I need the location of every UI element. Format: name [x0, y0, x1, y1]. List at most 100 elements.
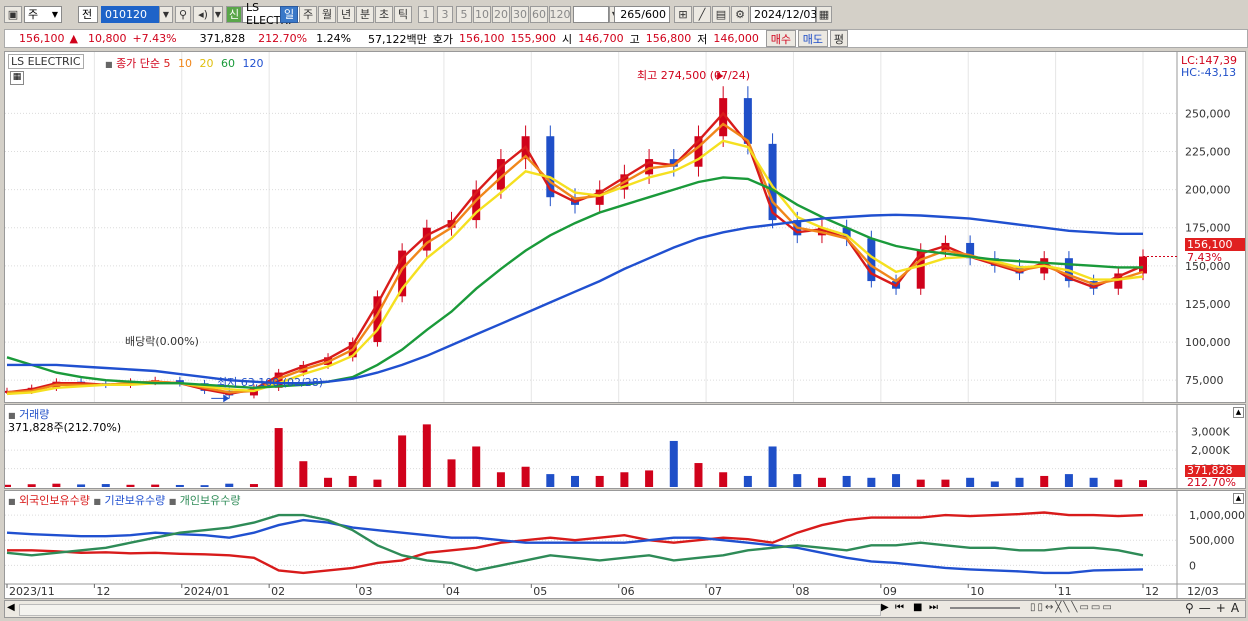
tab-day[interactable]: 일 — [280, 5, 298, 23]
volume-bar — [27, 484, 36, 487]
stock-code-value: 010120 — [105, 7, 147, 21]
high-price: 156,800 — [645, 32, 692, 45]
interval-3[interactable]: 3 — [437, 5, 453, 23]
x-tick-label: 12 — [1145, 585, 1159, 598]
buy-button[interactable]: 매수 — [765, 30, 796, 47]
layout-icon[interactable]: ▣ — [4, 5, 22, 23]
count-field[interactable]: 265/600 — [614, 5, 670, 23]
price-candle-body — [842, 227, 851, 239]
date-value: 2024/12/03 — [754, 7, 818, 21]
volume-bar — [768, 446, 777, 487]
zoom-controls-icon[interactable]: ⚲—+A — [1185, 601, 1245, 615]
open-label: 시 — [562, 32, 573, 46]
stock-code-input[interactable]: 010120 — [101, 5, 159, 23]
grid-toggle-icon[interactable]: ▦ — [10, 71, 24, 85]
volume-bar — [126, 484, 135, 487]
volume-current-pct-tag: 212.70% — [1187, 476, 1236, 489]
volume-bar — [571, 475, 579, 487]
tab-month[interactable]: 월 — [318, 5, 336, 23]
tab-tick[interactable]: 틱 — [394, 5, 412, 23]
search-icon[interactable]: ⚲ — [175, 5, 191, 23]
volume-bar — [52, 483, 61, 487]
volume-bar — [299, 461, 308, 487]
price-y-tick-label: 225,000 — [1185, 145, 1231, 158]
interval-30-label: 30 — [513, 7, 527, 21]
x-tick-label: 03 — [359, 585, 373, 598]
volume-current-tag: 371,828 — [1185, 465, 1245, 477]
interval-20[interactable]: 20 — [492, 5, 510, 23]
tab-year[interactable]: 년 — [337, 5, 355, 23]
volume-bar — [916, 479, 925, 487]
interval-60[interactable]: 60 — [530, 5, 548, 23]
price-candle-body — [496, 159, 505, 190]
tab-second[interactable]: 초 — [375, 5, 393, 23]
price-panel[interactable]: 75,000 100,000 125,000 150,000 175,000 200,00… — [4, 51, 1246, 403]
holdings-panel[interactable]: 0 500,000 1,000,000 2023/11 12 2024/01 02 03 04… — [4, 490, 1246, 599]
avg-label: 평 — [833, 32, 844, 46]
volume-bar — [274, 428, 283, 487]
scroll-right-icon[interactable]: ▶ — [881, 602, 889, 613]
prev-button[interactable]: 전 — [78, 5, 98, 23]
interval-120[interactable]: 120 — [549, 5, 571, 23]
x-tick-label: 08 — [795, 585, 809, 598]
calendar-icon[interactable]: ▦ — [816, 5, 832, 23]
interval-5[interactable]: 5 — [456, 5, 472, 23]
stop-icon[interactable]: ■ — [913, 602, 923, 613]
bid-price-2: 155,900 — [510, 32, 557, 45]
code-dropdown-button[interactable]: ▼ — [159, 5, 173, 23]
period-type-select[interactable]: 주 ▼ — [24, 5, 62, 23]
scroll-left-icon[interactable]: ◀ — [7, 602, 15, 613]
interval-1[interactable]: 1 — [418, 5, 434, 23]
price-chart-svg[interactable]: 75,000 100,000 125,000 150,000 175,000 200,00… — [5, 52, 1245, 402]
volume-bar — [1089, 477, 1098, 487]
holdings-chart-svg[interactable]: 0 500,000 1,000,000 2023/11 12 2024/01 02 03 04… — [5, 491, 1245, 598]
turnover-pct: 1.24% — [316, 32, 352, 45]
sell-button[interactable]: 매도 — [797, 30, 828, 47]
price-candle-body — [719, 98, 728, 137]
tab-week-label: 주 — [302, 8, 314, 21]
draw-tools-icon[interactable]: ▯▯↔╳╲╲▭▭▭ — [1030, 602, 1114, 613]
first-page-icon[interactable]: ⏮ — [895, 602, 904, 613]
speaker-icon[interactable]: ◂) — [193, 5, 213, 23]
volume-subtitle: 371,828주(212.70%) — [8, 421, 122, 434]
ma-line-60 — [6, 176, 1143, 390]
price-marks — [211, 72, 1177, 402]
chart-type-icon[interactable]: ⊞ — [674, 5, 692, 23]
gear-icon[interactable]: ⚙ — [731, 5, 749, 23]
interval-30[interactable]: 30 — [511, 5, 529, 23]
last-page-icon[interactable]: ⏭ — [929, 602, 938, 613]
price-candle-body — [867, 238, 876, 282]
zoom-slider[interactable] — [950, 607, 1020, 609]
price-y-tick-label: 100,000 — [1185, 336, 1231, 349]
volume-bar — [669, 440, 678, 487]
scroll-track[interactable] — [19, 604, 881, 616]
scroll-bar[interactable]: ◀ ▶ ⏮ ■ ⏭ ▯▯↔╳╲╲▭▭▭ ⚲—+A — [4, 600, 1246, 618]
interval-10[interactable]: 10 — [473, 5, 491, 23]
volume-panel-menu-icon[interactable]: ▲ — [1233, 407, 1244, 418]
count-and-tools: 265/600 ⊞ ╱ ▤ ⚙ 2024/12/03 ▦ — [614, 4, 832, 24]
interval-120-label: 120 — [549, 7, 571, 21]
tab-minute[interactable]: 분 — [356, 5, 374, 23]
trade-amount: 57,122백만 — [368, 32, 427, 46]
holdings-y-ticks: 0 500,000 1,000,000 — [1189, 509, 1245, 572]
volume-bar — [1114, 479, 1123, 487]
speaker-dropdown-button[interactable]: ▼ — [213, 5, 223, 23]
volume-ratio: 212.70% — [258, 32, 308, 45]
holdings-y-tick-label: 500,000 — [1189, 534, 1235, 547]
date-field[interactable]: 2024/12/03 — [750, 5, 818, 23]
avg-button[interactable]: 평 — [829, 30, 848, 47]
count-total: /600 — [641, 7, 666, 21]
price-candle-body — [274, 372, 283, 388]
volume-bar — [447, 459, 456, 487]
tab-week[interactable]: 주 — [299, 5, 317, 23]
holdings-grid — [5, 491, 1245, 598]
save-icon[interactable]: ▤ — [712, 5, 730, 23]
price-candles — [5, 86, 1147, 399]
interval-custom-input[interactable] — [573, 5, 609, 23]
volume-bar — [521, 466, 530, 487]
draw-tool-icon[interactable]: ╱ — [693, 5, 711, 23]
holdings-panel-menu-icon[interactable]: ▲ — [1233, 493, 1244, 504]
volume-bar — [151, 484, 160, 487]
